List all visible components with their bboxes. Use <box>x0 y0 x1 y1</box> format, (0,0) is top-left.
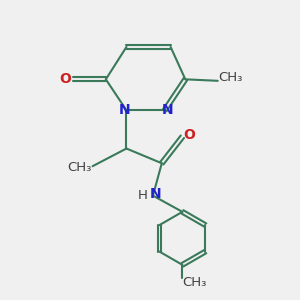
Text: O: O <box>183 128 195 142</box>
Text: H: H <box>138 188 148 202</box>
Text: CH₃: CH₃ <box>183 276 207 289</box>
Text: CH₃: CH₃ <box>218 71 242 84</box>
Text: O: O <box>59 72 71 86</box>
Text: N: N <box>161 103 173 117</box>
Text: N: N <box>150 187 162 201</box>
Text: CH₃: CH₃ <box>67 161 92 174</box>
Text: N: N <box>118 103 130 117</box>
